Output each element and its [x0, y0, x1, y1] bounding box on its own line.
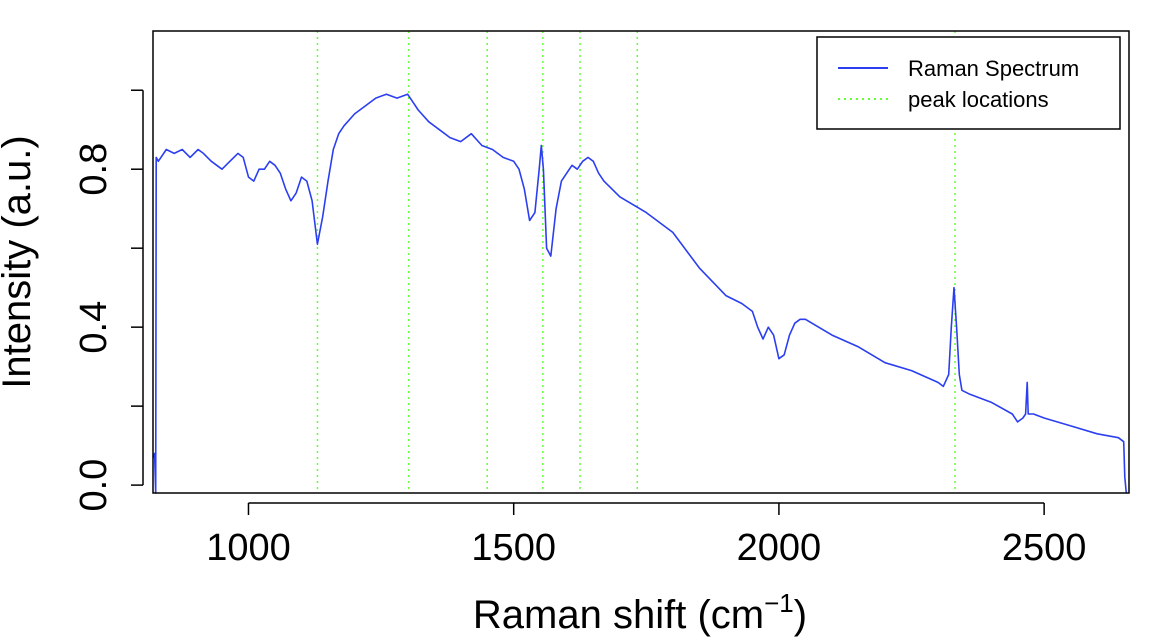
x-axis-title-superscript: −1 — [764, 588, 794, 618]
x-tick-label: 1000 — [206, 527, 291, 569]
y-tick-label: 0.8 — [73, 143, 115, 196]
raman-spectrum-line — [152, 93, 1128, 494]
y-axis-title: Intensity (a.u.) — [0, 135, 39, 388]
x-tick-label: 1500 — [471, 527, 556, 569]
plot-frame — [152, 30, 1130, 494]
legend: Raman Spectrum peak locations — [816, 36, 1121, 130]
legend-box — [816, 36, 1121, 130]
x-tick-label: 2500 — [1002, 527, 1087, 569]
x-axis: 1000 1500 2000 2500 — [206, 502, 1087, 569]
spectrum-group — [152, 93, 1128, 494]
peak-lines-group — [316, 31, 956, 493]
y-axis: 0.0 0.4 0.8 — [73, 89, 144, 512]
x-tick-label: 2000 — [737, 527, 822, 569]
y-tick-label: 0.0 — [73, 459, 115, 512]
y-tick-label: 0.4 — [73, 301, 115, 354]
legend-label-peak-locations: peak locations — [908, 87, 1049, 112]
legend-label-raman-spectrum: Raman Spectrum — [908, 56, 1079, 81]
x-axis-title-suffix: ) — [794, 593, 807, 637]
x-axis-title: Raman shift (cm−1) — [473, 588, 807, 637]
